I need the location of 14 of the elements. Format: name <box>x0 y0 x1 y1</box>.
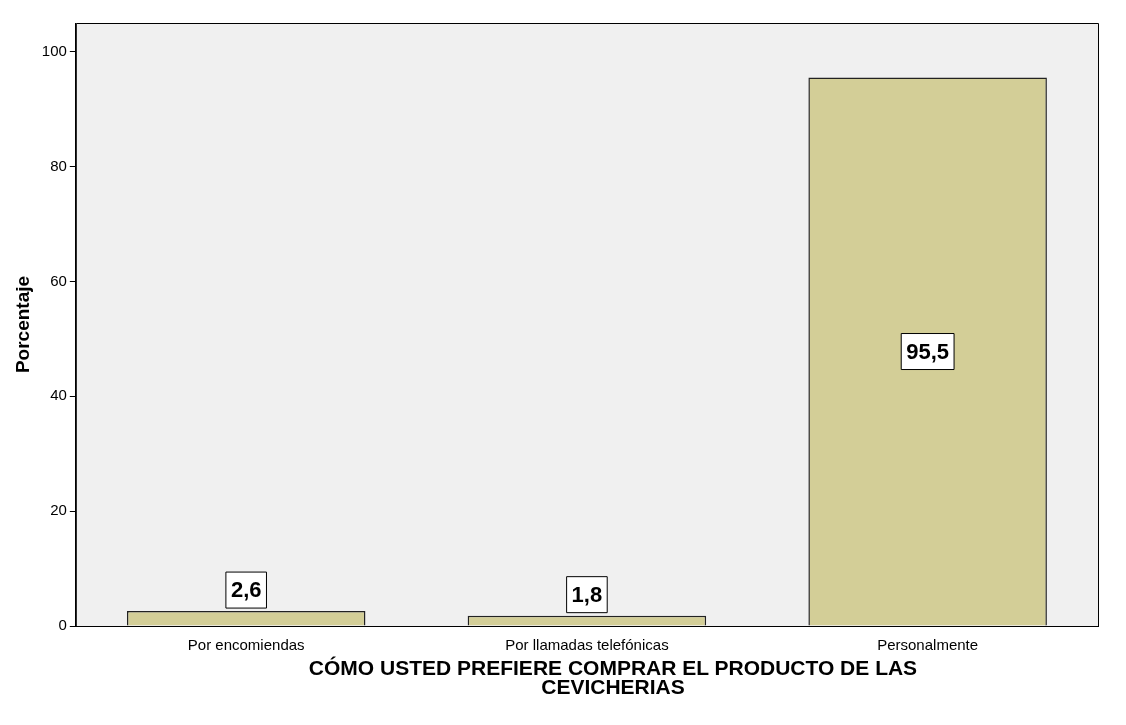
data-label: 1,8 <box>571 581 603 607</box>
y-tick-label: 40 <box>50 386 67 404</box>
data-label: 95,5 <box>906 338 950 364</box>
y-axis-title: Porcentaje <box>11 275 33 374</box>
x-axis-title: CÓMO USTED PREFIERE COMPRAR EL PRODUCTO DE LAS CEVICHERIAS <box>307 656 919 698</box>
y-tick-label: 80 <box>50 156 67 174</box>
x-tick-label: Por encomiendas <box>187 636 305 654</box>
y-tick-label: 60 <box>50 271 67 289</box>
x-tick-label: Por llamadas telefónicas <box>505 636 669 654</box>
y-tick-label: 100 <box>41 41 67 59</box>
y-tick-label: 0 <box>58 616 67 634</box>
x-tick-label: Personalmente <box>877 636 979 654</box>
data-label: 2,6 <box>230 577 262 603</box>
y-tick-label: 20 <box>50 501 67 519</box>
